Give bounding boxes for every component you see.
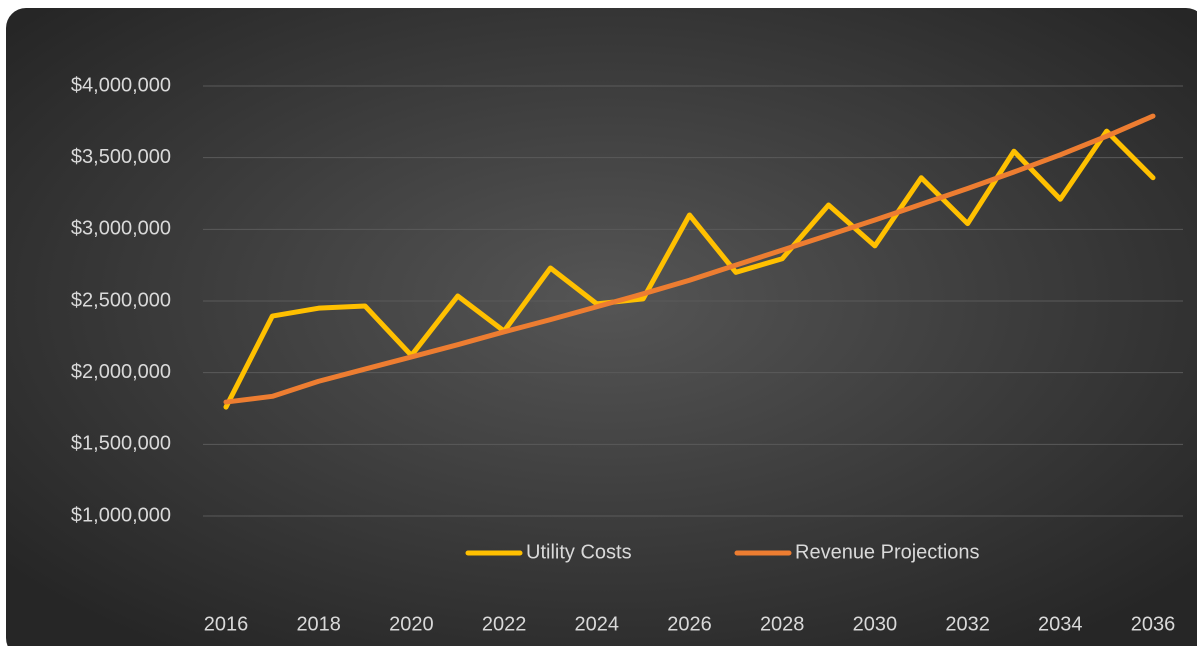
y-tick-label: $3,000,000	[71, 218, 171, 240]
x-tick-label: 2018	[296, 613, 341, 635]
y-tick-label: $1,000,000	[71, 504, 171, 526]
y-tick-label: $2,000,000	[71, 361, 171, 383]
y-tick-label: $1,500,000	[71, 433, 171, 455]
y-tick-label: $2,500,000	[71, 289, 171, 311]
x-tick-label: 2016	[204, 613, 249, 635]
x-tick-label: 2022	[482, 613, 527, 635]
x-tick-label: 2028	[760, 613, 805, 635]
legend-label: Revenue Projections	[795, 541, 980, 563]
y-tick-label: $3,500,000	[71, 146, 171, 168]
x-tick-label: 2020	[389, 613, 434, 635]
x-tick-label: 2036	[1131, 613, 1176, 635]
x-tick-label: 2032	[945, 613, 990, 635]
legend-label: Utility Costs	[526, 541, 632, 563]
x-tick-label: 2034	[1038, 613, 1083, 635]
x-tick-label: 2030	[853, 613, 898, 635]
series-line	[223, 113, 1156, 405]
x-tick-label: 2024	[575, 613, 620, 635]
x-tick-label: 2026	[667, 613, 712, 635]
y-tick-label: $4,000,000	[71, 74, 171, 96]
chart-background	[6, 8, 1197, 646]
